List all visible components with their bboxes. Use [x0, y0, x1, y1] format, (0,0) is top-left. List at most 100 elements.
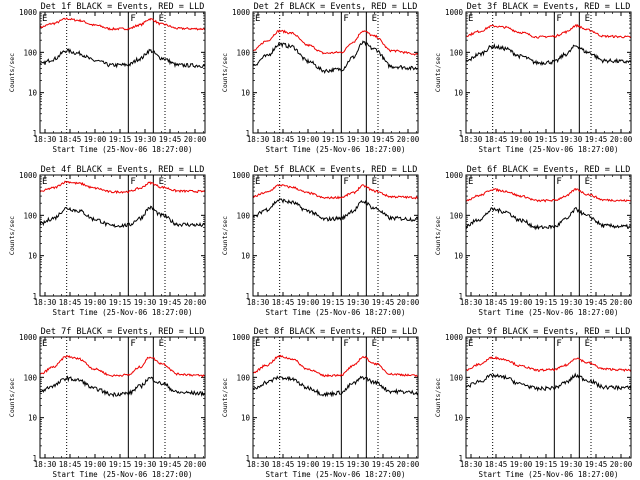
panel-title: Det 2f BLACK = Events, RED = LLD: [254, 2, 418, 12]
panel-5: Det 5f BLACK = Events, RED = LLD Counts/s…: [221, 165, 420, 317]
panel-2: Det 2f BLACK = Events, RED = LLD Counts/s…: [221, 2, 420, 154]
y-tick-label: 1: [32, 129, 37, 138]
x-tick-label: 19:30: [560, 460, 583, 469]
y-tick-label: 10: [454, 252, 464, 261]
x-tick-label: 18:30: [34, 298, 57, 307]
x-tick-label: 19:30: [347, 460, 370, 469]
panel-title: Det 5f BLACK = Events, RED = LLD: [254, 165, 418, 175]
panel-title: Det 4f BLACK = Events, RED = LLD: [41, 165, 205, 175]
y-tick-label: 1000: [19, 333, 38, 342]
marker-label: E: [372, 339, 377, 349]
plot-frame: [252, 11, 419, 134]
lld-series-line: [465, 23, 632, 39]
x-tick-label: 20:00: [184, 460, 207, 469]
panel-title: Det 8f BLACK = Events, RED = LLD: [254, 327, 418, 337]
marker-label: E: [159, 177, 164, 187]
x-tick-label: 19:15: [535, 460, 558, 469]
x-tick-label: 18:45: [59, 460, 82, 469]
y-axis-label: Counts/sec: [8, 53, 16, 92]
plot-frame: [39, 336, 206, 459]
marker-label: F: [130, 14, 135, 24]
y-tick-label: 1: [458, 454, 463, 463]
panel-3: Det 3f BLACK = Events, RED = LLD Counts/s…: [434, 2, 633, 154]
marker-label: E: [372, 14, 377, 24]
marker-label: E: [42, 177, 47, 187]
events-series-line: [39, 375, 206, 398]
x-tick-label: 20:00: [610, 135, 633, 144]
x-tick-label: 18:30: [34, 135, 57, 144]
y-axis-label: Counts/sec: [221, 53, 229, 92]
x-tick-label: 19:30: [134, 298, 157, 307]
x-tick-label: 18:30: [247, 298, 270, 307]
y-tick-label: 100: [236, 211, 250, 220]
marker-label: F: [343, 177, 348, 187]
x-tick-label: 20:00: [397, 298, 420, 307]
x-tick-label: 19:45: [159, 460, 182, 469]
lld-series-line: [252, 29, 419, 56]
y-tick-label: 1000: [19, 8, 38, 17]
lld-series-line: [252, 354, 419, 378]
marker-label: E: [585, 339, 590, 349]
y-tick-label: 10: [241, 414, 251, 423]
marker-label: E: [372, 177, 377, 187]
events-series-line: [252, 375, 419, 398]
y-tick-label: 1: [245, 292, 250, 301]
marker-label: F: [343, 339, 348, 349]
y-tick-label: 100: [236, 373, 250, 382]
y-tick-label: 100: [23, 211, 37, 220]
panel-7: Det 7f BLACK = Events, RED = LLD Counts/s…: [8, 327, 207, 479]
y-tick-label: 100: [449, 211, 463, 220]
x-tick-label: 19:45: [372, 135, 395, 144]
marker-label: E: [42, 14, 47, 24]
x-tick-label: 18:30: [34, 460, 57, 469]
x-tick-label: 19:15: [322, 135, 345, 144]
y-tick-label: 1: [32, 454, 37, 463]
marker-label: E: [42, 339, 47, 349]
x-axis-label: Start Time (25-Nov-06 18:27:00): [266, 145, 406, 154]
x-tick-label: 18:45: [485, 135, 508, 144]
x-axis-label: Start Time (25-Nov-06 18:27:00): [479, 470, 619, 479]
x-axis-label: Start Time (25-Nov-06 18:27:00): [53, 470, 193, 479]
y-tick-label: 1: [245, 454, 250, 463]
plot-frame: [252, 336, 419, 459]
x-tick-label: 19:15: [322, 298, 345, 307]
x-tick-label: 19:00: [84, 460, 107, 469]
x-tick-label: 20:00: [610, 298, 633, 307]
panel-title: Det 3f BLACK = Events, RED = LLD: [467, 2, 631, 12]
lld-series-line: [252, 184, 419, 200]
panel-title: Det 1f BLACK = Events, RED = LLD: [41, 2, 205, 12]
x-axis-label: Start Time (25-Nov-06 18:27:00): [53, 308, 193, 317]
x-tick-label: 18:45: [485, 460, 508, 469]
marker-label: E: [468, 14, 473, 24]
panel-9: Det 9f BLACK = Events, RED = LLD Counts/s…: [434, 327, 633, 479]
x-tick-label: 19:45: [372, 298, 395, 307]
y-tick-label: 1: [245, 129, 250, 138]
plot-frame: [39, 174, 206, 297]
x-tick-label: 18:30: [247, 135, 270, 144]
x-tick-label: 20:00: [184, 298, 207, 307]
y-tick-label: 1000: [232, 333, 251, 342]
x-tick-label: 19:30: [134, 460, 157, 469]
x-tick-label: 18:45: [272, 298, 295, 307]
y-tick-label: 1000: [445, 8, 464, 17]
x-tick-label: 20:00: [184, 135, 207, 144]
y-tick-label: 100: [236, 48, 250, 57]
y-tick-label: 1000: [19, 171, 38, 180]
x-axis-label: Start Time (25-Nov-06 18:27:00): [266, 470, 406, 479]
marker-label: F: [130, 339, 135, 349]
x-tick-label: 19:00: [510, 460, 533, 469]
y-tick-label: 100: [449, 373, 463, 382]
x-tick-label: 18:45: [59, 135, 82, 144]
y-tick-label: 100: [449, 48, 463, 57]
y-tick-label: 10: [28, 414, 38, 423]
marker-label: F: [130, 177, 135, 187]
lld-series-line: [465, 187, 632, 203]
x-tick-label: 20:00: [397, 460, 420, 469]
x-tick-label: 19:15: [109, 460, 132, 469]
y-axis-label: Counts/sec: [221, 216, 229, 255]
y-tick-label: 1000: [232, 8, 251, 17]
marker-label: F: [556, 339, 561, 349]
events-series-line: [252, 40, 419, 75]
marker-label: E: [255, 339, 260, 349]
